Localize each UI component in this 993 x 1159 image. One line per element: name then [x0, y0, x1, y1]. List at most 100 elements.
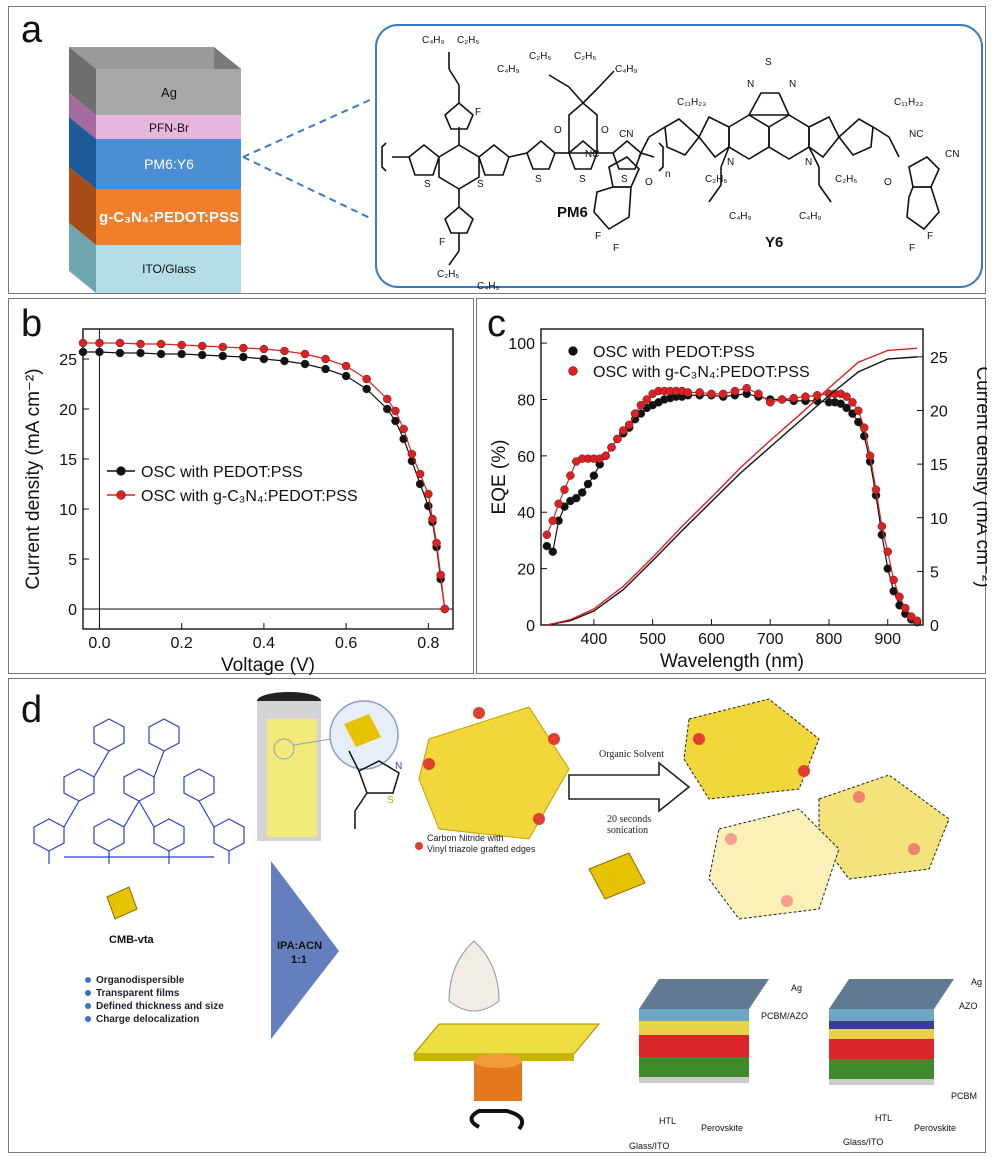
legend-marker	[568, 346, 578, 356]
y-tick-label: 0	[68, 602, 77, 619]
data-point	[341, 361, 351, 371]
feature-list: Organodispersible Transparent films Defi…	[85, 973, 224, 1027]
data-point	[848, 398, 857, 407]
svg-text:S: S	[765, 57, 772, 68]
data-point	[560, 485, 569, 494]
data-point	[589, 471, 599, 480]
sonication-label-1: 20 seconds	[607, 814, 651, 825]
data-point	[280, 356, 289, 366]
panel-b: b 0.0 0.2 0.4 0.6 0.8 0 5 10 15 20 25 Voltage (V) Cu…	[8, 298, 474, 675]
data-point	[239, 343, 248, 353]
data-point	[259, 344, 269, 354]
svg-text:NC: NC	[585, 149, 599, 160]
y-right-tick-label: 10	[930, 511, 948, 528]
svg-text:O: O	[645, 177, 653, 188]
ratio-label: 1:1	[291, 954, 307, 966]
svg-text:C₄H₉: C₄H₉	[729, 211, 752, 222]
svg-text:N: N	[789, 79, 796, 90]
y-axis-label: Current density (mA cm⁻²)	[23, 368, 44, 589]
data-point	[901, 603, 910, 613]
data-point	[218, 351, 228, 361]
svg-text:C₁₁H₂₃: C₁₁H₂₃	[894, 97, 923, 108]
data-point	[382, 394, 392, 404]
x-tick-label: 0.8	[417, 635, 439, 652]
dispersion-arrow	[271, 861, 339, 1039]
svg-text:Perovskite: Perovskite	[701, 1123, 743, 1133]
data-point	[683, 388, 693, 397]
legend-marker	[568, 366, 578, 376]
svg-text:S: S	[477, 179, 484, 190]
carbon-nitride-label-1: Carbon Nitride with	[427, 833, 504, 843]
x-tick-label: 600	[698, 631, 725, 648]
x-tick-label: 400	[581, 631, 608, 648]
panel-a-label: a	[21, 9, 43, 51]
y-right-tick-label: 5	[930, 564, 939, 581]
device-stack: Ag PFN-Br PM6:Y6 g-C₃N₄:PEDOT:PSS ITO/Gl…	[69, 47, 241, 293]
svg-text:C₄H₉: C₄H₉	[615, 64, 638, 75]
legend-label: OSC with g-C₃N₄:PEDOT:PSS	[141, 488, 358, 505]
data-point	[407, 449, 417, 459]
data-point	[718, 389, 728, 399]
data-point	[624, 420, 634, 430]
organic-solvent-label: Organic Solvent	[599, 749, 664, 760]
legend-marker	[116, 466, 126, 476]
data-point	[619, 426, 628, 435]
data-point	[730, 386, 740, 396]
x-axis-label: Voltage (V)	[221, 655, 315, 675]
svg-text:S: S	[579, 174, 586, 185]
data-point	[836, 399, 845, 408]
feature-item: Defined thickness and size	[85, 1001, 224, 1012]
x-tick-label: 0.4	[253, 635, 275, 652]
x-axis-label: Wavelength (nm)	[660, 651, 804, 672]
y-right-tick-label: 25	[930, 350, 948, 367]
data-point	[415, 469, 425, 479]
svg-text:C₄H₉: C₄H₉	[477, 281, 500, 292]
spin-coating-illustration	[412, 940, 601, 1131]
solar-cell-device-2	[829, 979, 954, 1085]
svg-text:F: F	[909, 243, 915, 254]
data-point	[707, 389, 716, 399]
layer-gc3n4-pedot: g-C₃N₄:PEDOT:PSS	[99, 209, 239, 226]
data-point	[362, 384, 371, 394]
data-point	[642, 395, 652, 404]
data-point	[95, 338, 104, 348]
svg-text:F: F	[475, 107, 481, 118]
y-right-tick-label: 0	[930, 618, 939, 635]
svg-text:Perovskite: Perovskite	[914, 1123, 956, 1133]
data-point	[554, 499, 563, 509]
y-axis-label: EQE (%)	[489, 440, 510, 515]
y-right-tick-label: 20	[930, 404, 948, 421]
data-point	[78, 338, 88, 348]
data-point	[177, 340, 186, 350]
data-point	[156, 349, 166, 359]
data-point	[115, 338, 125, 348]
eqe-chart: 400 500 600 700 800 900 0 20 40 60 80 100 0 5 10 15 20 25…	[489, 328, 987, 672]
y-tick-label: 100	[508, 336, 535, 353]
data-point	[177, 349, 186, 359]
panel-c: c 400 500 600 700 800 900 0 20 40 60 80 100 0 5 10 15 20…	[476, 298, 987, 674]
x-tick-label: 500	[639, 631, 666, 648]
device-labels: Ag PCBM/AZO HTL Perovskite Glass/ITO Ag …	[629, 977, 982, 1151]
panel-d-illustration: CMB-vta IPA:ACN 1:1 N S	[33, 692, 982, 1151]
svg-text:S: S	[424, 179, 431, 190]
svg-text:Glass/ITO: Glass/ITO	[843, 1137, 883, 1147]
svg-text:Ag: Ag	[791, 983, 802, 993]
x-tick-label: 800	[816, 631, 843, 648]
svg-text:C₄H₉: C₄H₉	[497, 64, 520, 75]
y-right-tick-label: 15	[930, 457, 948, 474]
data-point	[865, 451, 875, 461]
svg-text:CN: CN	[619, 129, 633, 140]
plot-frame	[540, 328, 924, 626]
svg-text:N: N	[727, 157, 734, 168]
data-point	[399, 424, 408, 434]
panel-b-label: b	[21, 303, 43, 345]
data-point	[906, 612, 916, 621]
x-tick-label: 0.0	[88, 635, 110, 652]
layer-pm6-y6: PM6:Y6	[144, 156, 194, 172]
carbon-nitride-flake-large	[418, 706, 570, 840]
svg-text:NC: NC	[909, 129, 923, 140]
data-point	[789, 393, 798, 403]
data-point	[259, 354, 269, 364]
layer-pfn-br: PFN-Br	[149, 121, 189, 135]
svg-text:Ag: Ag	[971, 977, 982, 987]
